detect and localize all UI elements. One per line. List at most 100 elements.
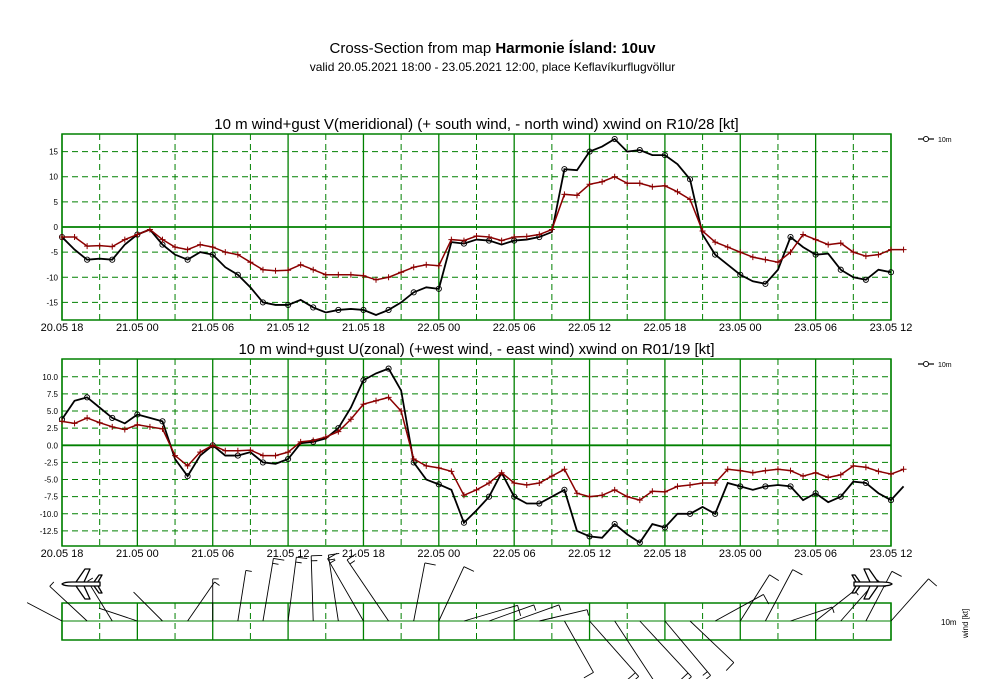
wind-barb-half-feather (349, 560, 356, 565)
wind-barb-shaft (133, 591, 163, 622)
u-plot-xtick-label: 23.05 12 (870, 548, 913, 560)
v-plot-gust-marker (875, 251, 882, 258)
wind-barb-feather (763, 594, 770, 605)
wind-barb-feather (328, 552, 340, 556)
v-plot-title: 10 m wind+gust V(meridional) (+ south wi… (214, 116, 738, 133)
v-plot-gust-marker (310, 266, 317, 273)
u-plot-gust-marker (523, 482, 530, 489)
u-plot-gust-marker (146, 423, 153, 430)
u-plot-xtick-label: 23.05 00 (719, 548, 762, 560)
v-plot-gust-marker (159, 236, 166, 243)
airplane-body (61, 568, 103, 600)
wind-barb-shaft (413, 562, 426, 622)
u-plot-ytick-label: 10.0 (42, 373, 58, 382)
v-plot-gust-marker (222, 249, 229, 256)
u-plot-wind-marker (712, 510, 719, 517)
u-plot-wind-marker (787, 483, 794, 490)
u-plot-wind-marker (486, 493, 493, 500)
u-plot-gust-marker (423, 462, 430, 469)
u-plot-ytick-label: 2.5 (47, 424, 59, 433)
wind-barb-shaft (463, 604, 518, 622)
u-plot-gust-marker (259, 452, 266, 459)
wind-barb-feather (583, 672, 594, 679)
u-plot-gust-marker (737, 467, 744, 474)
barb-strip-level-label: 10m (941, 618, 957, 627)
v-plot-gust-marker (121, 236, 128, 243)
wind-barb-feather (725, 662, 735, 671)
v-plot-gust-marker (423, 261, 430, 268)
u-plot-gust-marker (548, 473, 555, 480)
u-plot-gust-marker (724, 466, 731, 473)
v-plot-gust-marker (636, 180, 643, 187)
v-plot-wind-marker (234, 271, 241, 278)
u-plot-gust-marker (888, 471, 894, 478)
v-plot-gust-marker (247, 259, 254, 266)
wind-barb-shaft (327, 558, 364, 622)
v-plot-xtick-label: 21.05 00 (116, 322, 159, 334)
u-plot-gust-marker (385, 394, 392, 401)
u-plot-gust-marker (812, 469, 819, 476)
u-plot-xtick-label: 22.05 12 (568, 548, 611, 560)
v-plot-gust-marker (297, 261, 304, 268)
u-plot-gust-marker (649, 488, 656, 495)
wind-barb-shaft (539, 609, 588, 622)
v-plot-gust-marker (335, 271, 342, 278)
u-plot-xtick-label: 21.05 12 (267, 548, 310, 560)
wind-barb-shaft (664, 620, 711, 676)
wind-barb-shaft (310, 555, 314, 622)
u-plot-gust-marker (460, 492, 467, 499)
wind-barb-shaft (714, 594, 764, 622)
wind-barb-shaft (639, 620, 692, 677)
u-plot-gust-marker (498, 469, 505, 476)
u-plot-ytick-label: -12.5 (40, 527, 59, 536)
v-plot-gust-marker (800, 231, 807, 238)
v-plot-gust-marker (448, 236, 455, 243)
v-plot-gust-marker (272, 267, 279, 274)
u-plot-gust-marker (624, 493, 631, 500)
v-plot-wind-marker (586, 148, 593, 155)
u-plot-gust-marker (850, 462, 857, 469)
u-plot-wind-marker (259, 459, 267, 466)
v-plot-wind-marker (837, 266, 844, 273)
v-plot-wind-marker (712, 251, 719, 258)
u-plot-gust-marker (297, 438, 304, 445)
v-plot-frame (61, 133, 892, 321)
v-plot-wind-marker (561, 166, 568, 173)
u-plot-wind-marker (586, 533, 593, 540)
u-plot-gust-marker (272, 452, 279, 459)
wind-barb-shaft (739, 574, 770, 622)
barb-strip-frame (61, 602, 892, 641)
v-plot-gust-marker (435, 262, 442, 269)
v-plot-gust-marker (548, 226, 555, 233)
v-plot-ytick-label: 15 (49, 148, 58, 157)
u-plot-gust-marker (674, 483, 681, 490)
airplane-right-icon (851, 568, 893, 600)
u-plot-gust-marker (875, 468, 882, 475)
v-plot-xtick-label: 21.05 12 (267, 322, 310, 334)
u-plot-wind-marker (134, 411, 141, 418)
v-plot-gust-marker (373, 276, 380, 283)
wind-barb-shaft (237, 570, 247, 622)
v-plot-gust-marker (109, 243, 116, 250)
u-plot-title: 10 m wind+gust U(zonal) (+west wind, - e… (238, 341, 714, 358)
v-plot-gust-marker (498, 237, 505, 244)
u-plot-gust-marker (322, 434, 329, 441)
u-plot-gust-marker (398, 408, 405, 415)
v-plot-gust-marker (812, 236, 819, 243)
v-plot-gust-marker (460, 237, 467, 244)
v-plot-gust-marker (687, 196, 694, 203)
u-plot-wind-marker (862, 479, 869, 487)
u-plot-ytick-label: 0.0 (47, 441, 59, 450)
u-plot-gust-marker (837, 471, 844, 478)
wind-barb-shaft (262, 558, 274, 622)
u-plot-frame (61, 358, 892, 547)
wind-barb-shaft (488, 604, 534, 622)
v-plot-wind-marker (887, 269, 895, 276)
v-plot-wind-marker (360, 306, 367, 313)
u-plot-gust-marker (71, 420, 78, 427)
v-plot-xtick-label: 22.05 06 (493, 322, 536, 334)
v-plot-xtick-label: 22.05 12 (568, 322, 611, 334)
wind-barb-feather (705, 675, 711, 679)
v-plot-wind-marker (812, 251, 819, 258)
v-plot-series-gust (62, 175, 904, 281)
